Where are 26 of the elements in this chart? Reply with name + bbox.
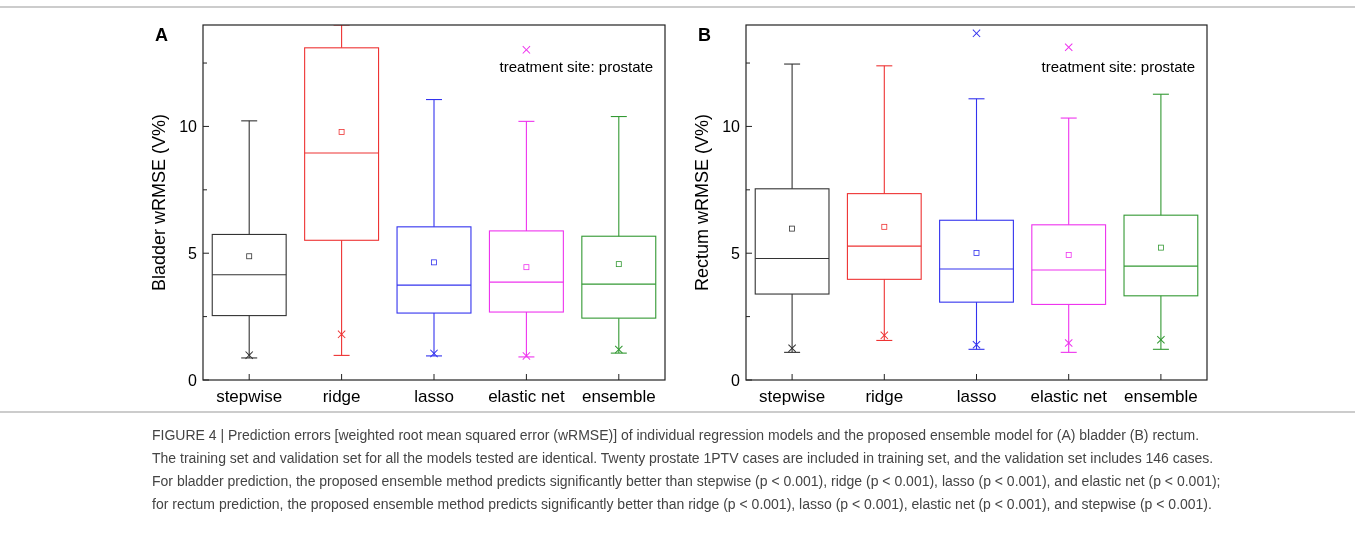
- y-tick-label: 5: [188, 244, 198, 262]
- x-tick-label: lasso: [414, 387, 454, 406]
- x-tick-label: ensemble: [1124, 387, 1198, 406]
- x-tick-label: lasso: [956, 387, 997, 406]
- y-axis-title: Rectum wRMSE (V%): [692, 113, 712, 292]
- x-tick-label: elastic net: [1030, 387, 1108, 406]
- x-tick-label: ridge: [322, 387, 361, 406]
- y-tick-label: 0: [731, 371, 741, 389]
- x-tick-label: elastic net: [488, 387, 565, 406]
- caption: FIGURE 4 | Prediction errors [weighted root mean squared error (wRMSE)] of individual regression models and the proposed ensemble model for (A) bladder (B) rectum.: [152, 427, 1200, 443]
- y-tick-label: 10: [722, 118, 741, 136]
- text: for rectum prediction, the proposed ensemble method predicts significantly better than ridge (p < 0.001), lasso (p < 0.001), elastic net (p < 0.001), and stepwise (p < 0.001).: [152, 496, 1212, 512]
- y-tick-label: 5: [731, 244, 741, 262]
- x-tick-label: ensemble: [581, 387, 656, 406]
- x-tick-label: stepwise: [759, 387, 826, 406]
- annotation: treatment site: prostate: [499, 58, 653, 75]
- text: For bladder prediction, the proposed ensemble method predicts significantly better than stepwise (p < 0.001), ridge (p < 0.001), lasso (p < 0.001), and elastic net (p < 0.001);: [152, 473, 1221, 489]
- y-tick-label: 10: [179, 118, 198, 136]
- annotation: treatment site: prostate: [1041, 58, 1195, 75]
- y-axis-title: Bladder wRMSE (V%): [149, 113, 169, 292]
- y-tick-label: 0: [188, 371, 198, 389]
- chart-title: B: [698, 25, 711, 45]
- text: The training set and validation set for all the models tested are identical. Twenty prostate 1PTV cases are included in training set, and the validation set includes 146 cases.: [152, 450, 1214, 466]
- x-tick-label: ridge: [865, 387, 904, 406]
- chart-title: A: [155, 25, 168, 45]
- x-tick-label: stepwise: [216, 387, 283, 406]
